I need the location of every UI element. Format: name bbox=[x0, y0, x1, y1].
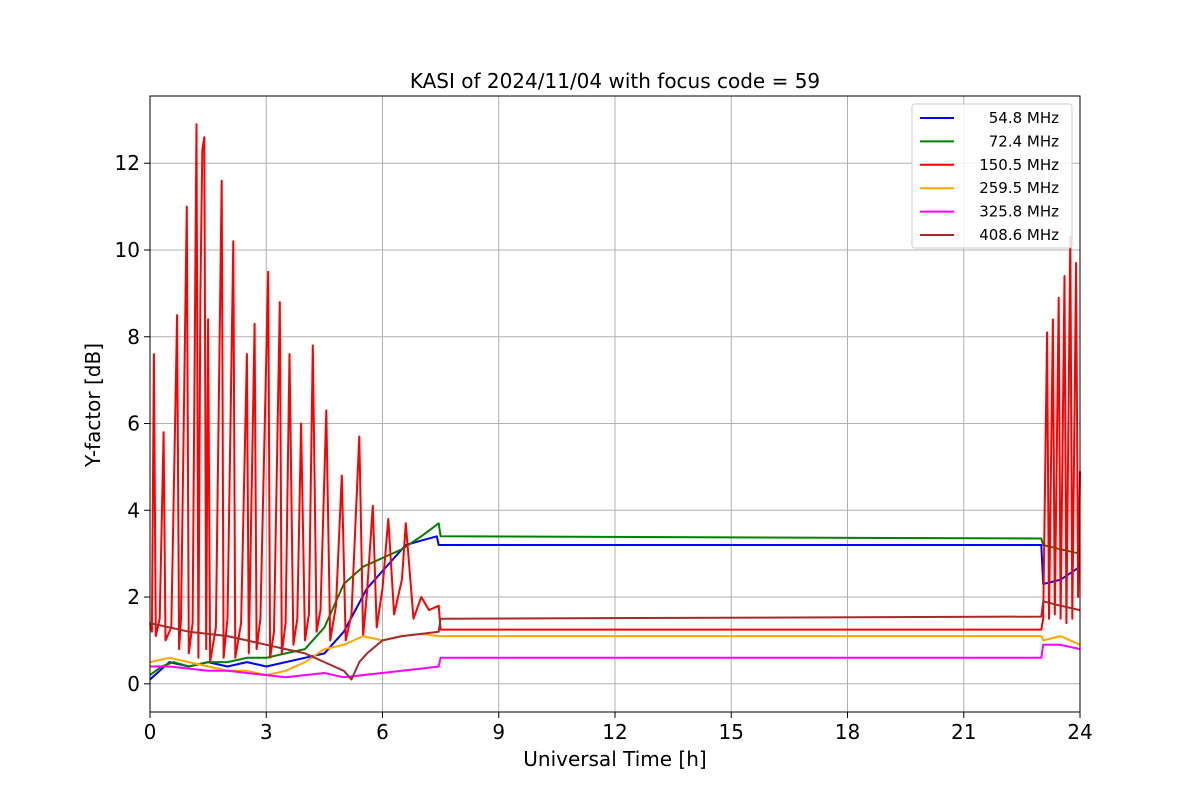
x-axis-title: Universal Time [h] bbox=[523, 747, 706, 771]
x-tick-label: 21 bbox=[951, 720, 976, 744]
x-tick-label: 9 bbox=[492, 720, 505, 744]
y-tick-label: 8 bbox=[127, 325, 140, 349]
y-tick-label: 12 bbox=[115, 151, 140, 175]
legend-label: 325.8 MHz bbox=[979, 203, 1059, 221]
legend-label: 408.6 MHz bbox=[979, 226, 1059, 244]
x-tick-label: 24 bbox=[1067, 720, 1092, 744]
series-line bbox=[149, 632, 1081, 677]
chart-title: KASI of 2024/11/04 with focus code = 59 bbox=[410, 69, 820, 93]
x-tick-label: 15 bbox=[719, 720, 744, 744]
y-tick-label: 2 bbox=[127, 585, 140, 609]
y-tick-label: 0 bbox=[127, 672, 140, 696]
y-axis-title: Y-factor [dB] bbox=[81, 343, 105, 468]
x-tick-label: 12 bbox=[602, 720, 627, 744]
legend: 54.8 MHz 72.4 MHz 150.5 MHz 259.5 MHz 32… bbox=[911, 103, 1073, 249]
y-axis: 0 2 4 6 8 10 12 bbox=[115, 151, 150, 696]
legend-label: 72.4 MHz bbox=[989, 132, 1059, 150]
series-line bbox=[150, 643, 1081, 679]
y-tick-label: 4 bbox=[127, 498, 140, 522]
y-tick-label: 6 bbox=[127, 412, 140, 436]
legend-label: 259.5 MHz bbox=[979, 179, 1059, 197]
x-tick-label: 6 bbox=[376, 720, 389, 744]
x-tick-label: 0 bbox=[144, 720, 157, 744]
series-line bbox=[149, 123, 1081, 664]
y-tick-label: 10 bbox=[115, 238, 140, 262]
legend-label: 150.5 MHz bbox=[979, 156, 1059, 174]
series-line bbox=[149, 600, 1081, 681]
x-tick-label: 18 bbox=[835, 720, 860, 744]
x-tick-label: 3 bbox=[260, 720, 273, 744]
x-axis: 0 3 6 9 12 15 18 21 24 bbox=[144, 712, 1093, 744]
legend-label: 54.8 MHz bbox=[989, 109, 1059, 127]
series-group bbox=[149, 123, 1081, 681]
